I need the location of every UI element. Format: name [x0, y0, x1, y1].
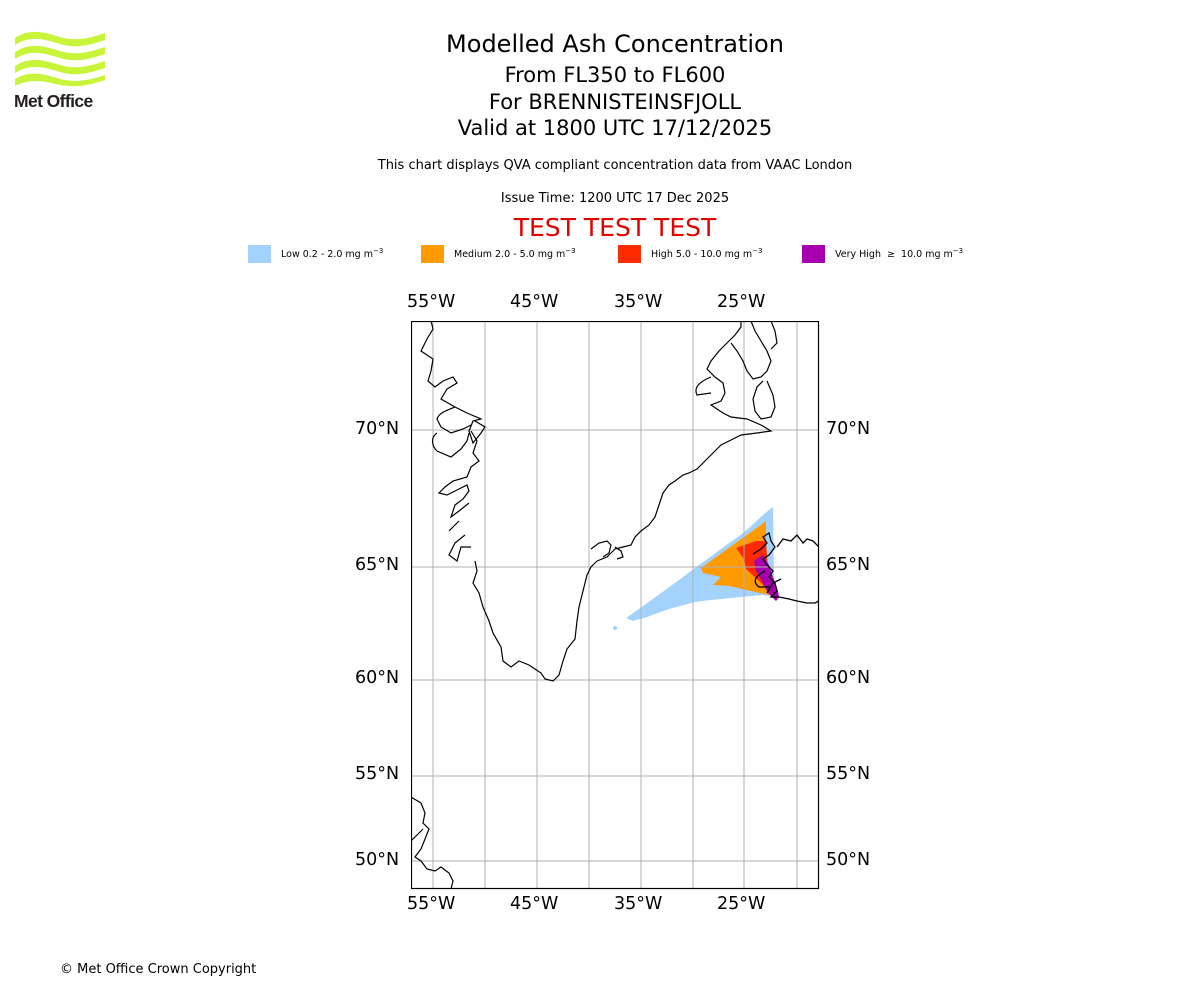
lon-tick-top: 55°W [407, 292, 456, 312]
legend-label-medium: Medium 2.0 - 5.0 mg m [454, 249, 566, 261]
legend-label-high: High 5.0 - 10.0 mg m [651, 249, 753, 261]
lat-tick-right: 60°N [826, 668, 871, 688]
lon-tick-bottom: 45°W [510, 894, 559, 914]
coastline-iceland [752, 531, 819, 604]
legend-swatch-very-high [802, 245, 825, 263]
legend-item-very-high: Very High ≥ 10.0 mg m−3 [802, 245, 963, 263]
map-frame [410, 320, 820, 890]
lat-tick-right: 65°N [826, 555, 871, 575]
lat-tick-right: 70°N [826, 419, 871, 439]
legend-swatch-high [618, 245, 641, 263]
issue-time: Issue Time: 1200 UTC 17 Dec 2025 [500, 191, 730, 206]
lon-tick-top: 35°W [614, 292, 663, 312]
gridlines [411, 321, 819, 889]
legend-exp-very-high: −3 [952, 247, 964, 256]
coastline-greenland-se [590, 540, 624, 560]
met-office-logo: Met Office [14, 30, 108, 112]
legend-swatch-low [248, 245, 271, 263]
test-banner: TEST TEST TEST [513, 213, 717, 242]
lon-tick-bottom: 35°W [614, 894, 663, 914]
lat-tick-left: 65°N [355, 555, 400, 575]
ash-map[interactable] [410, 320, 820, 894]
ash-zone-low-speck [613, 626, 617, 630]
chart-title: Modelled Ash Concentration [446, 30, 784, 58]
legend-exp-high: −3 [752, 247, 763, 256]
lon-tick-bottom: 25°W [717, 894, 766, 914]
legend-item-medium: Medium 2.0 - 5.0 mg m−3 [421, 245, 576, 263]
legend-swatch-medium [421, 245, 444, 263]
legend-item-low: Low 0.2 - 2.0 mg m−3 [248, 245, 383, 263]
map-canvas [410, 320, 820, 890]
lon-tick-top: 25°W [717, 292, 766, 312]
flight-levels: From FL350 to FL600 [504, 63, 726, 87]
lat-tick-left: 50°N [355, 850, 400, 870]
lat-tick-left: 60°N [355, 668, 400, 688]
copyright: © Met Office Crown Copyright [60, 962, 257, 977]
lat-tick-left: 55°N [355, 764, 400, 784]
coastline-labrador [411, 796, 454, 889]
legend-label-low: Low 0.2 - 2.0 mg m [281, 249, 373, 261]
lat-tick-left: 70°N [355, 419, 400, 439]
lon-tick-bottom: 55°W [407, 894, 456, 914]
lat-tick-right: 50°N [826, 850, 871, 870]
data-source-note: This chart displays QVA compliant concen… [377, 158, 853, 173]
met-office-waves-icon [15, 31, 105, 87]
lon-tick-top: 45°W [510, 292, 559, 312]
lat-tick-right: 55°N [826, 764, 871, 784]
legend-label-very-high: Very High ≥ 10.0 mg m [835, 249, 953, 261]
legend-exp-low: −3 [373, 247, 384, 256]
logo-text: Met Office [14, 91, 93, 111]
legend-item-high: High 5.0 - 10.0 mg m−3 [618, 245, 763, 263]
legend-exp-medium: −3 [565, 247, 576, 256]
ash-zone-low [626, 507, 779, 621]
valid-time: Valid at 1800 UTC 17/12/2025 [457, 116, 773, 140]
coastline-greenland-west [420, 321, 598, 682]
volcano-name: For BRENNISTEINSFJOLL [488, 90, 742, 114]
coastline-greenland-east [596, 321, 778, 562]
